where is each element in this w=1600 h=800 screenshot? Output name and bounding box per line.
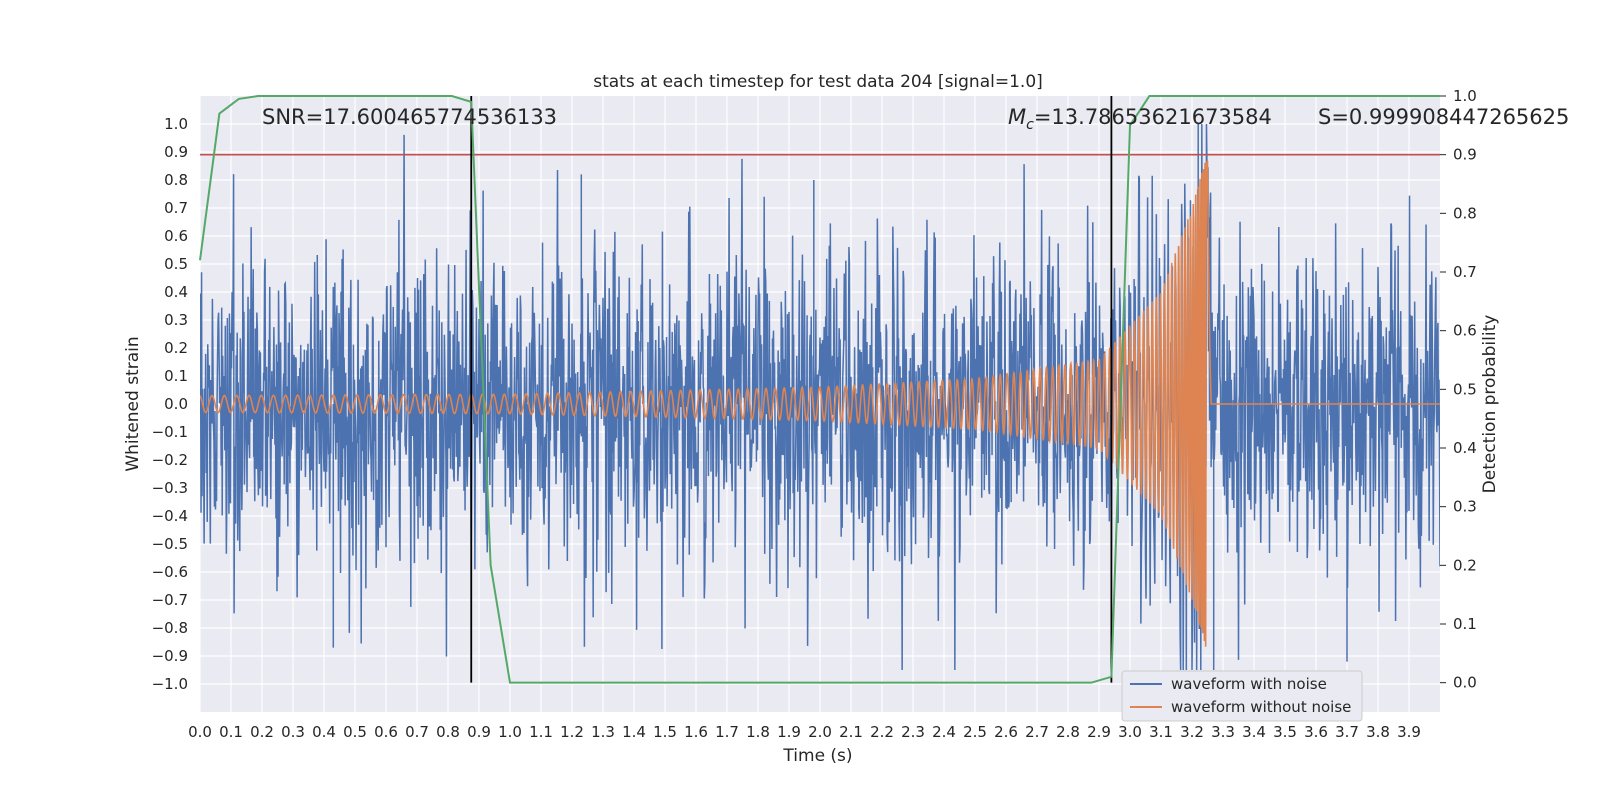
x-tick-label: 0.6 (374, 723, 398, 741)
mc-annotation: Mc=13.78653621673584 (1008, 105, 1272, 133)
x-tick-label: 0.1 (219, 723, 243, 741)
y2-tick-labels: 1.0 0.9 0.8 0.7 0.6 0.5 0.4 0.3 0.2 0.1 0.0 (1440, 87, 1477, 692)
y-tick-label: −0.2 (152, 451, 188, 469)
x-tick-label: 3.5 (1273, 723, 1297, 741)
y-tick-label: 0.6 (164, 227, 188, 245)
noise-trace (200, 123, 1440, 671)
mc-symbol: M (1008, 105, 1026, 129)
y-tick-label: 0.8 (164, 171, 188, 189)
y2-tick-label: 0.5 (1453, 380, 1477, 398)
y-tick-label: −1.0 (152, 675, 188, 693)
s-annotation: S=0.999908447265625 (1318, 105, 1569, 129)
x-tick-label: 2.0 (808, 723, 832, 741)
y-tick-label: −0.4 (152, 507, 188, 525)
x-tick-label: 1.5 (653, 723, 677, 741)
x-tick-label: 2.9 (1087, 723, 1111, 741)
x-tick-label: 1.3 (591, 723, 615, 741)
y2-tick-label: 0.0 (1453, 674, 1477, 692)
x-tick-label: 2.8 (1056, 723, 1080, 741)
x-tick-label: 2.1 (839, 723, 863, 741)
legend: waveform with noise waveform without noi… (1121, 670, 1363, 722)
x-tick-label: 0.4 (312, 723, 336, 741)
y-tick-label: 0.7 (164, 199, 188, 217)
y2-tick-label: 1.0 (1453, 87, 1477, 105)
x-tick-label: 1.4 (622, 723, 646, 741)
x-tick-label: 1.6 (684, 723, 708, 741)
y-tick-labels: 1.0 0.9 0.8 0.7 0.6 0.5 0.4 0.3 0.2 0.1 0.0 −0.1 −0.… (152, 115, 188, 693)
y2-tick-label: 0.2 (1453, 556, 1477, 574)
x-tick-label: 3.6 (1304, 723, 1328, 741)
y2-tick-label: 0.6 (1453, 322, 1477, 340)
x-tick-label: 2.2 (870, 723, 894, 741)
mc-value: =13.78653621673584 (1034, 105, 1272, 129)
vlines (470, 96, 1113, 683)
y-tick-label: −0.9 (152, 647, 188, 665)
x-tick-label: 3.1 (1149, 723, 1173, 741)
x-tick-label: 0.0 (188, 723, 212, 741)
chirp-trace (200, 160, 1440, 647)
series-detection-probability (199, 95, 1440, 684)
x-tick-label: 3.0 (1118, 723, 1142, 741)
snr-annotation: SNR=17.600465774536133 (262, 105, 557, 129)
x-tick-label: 2.7 (1025, 723, 1049, 741)
x-tick-label: 0.5 (343, 723, 367, 741)
y-tick-label: 1.0 (164, 115, 188, 133)
x-tick-label: 1.0 (498, 723, 522, 741)
y-tick-label: 0.3 (164, 311, 188, 329)
x-tick-label: 1.9 (777, 723, 801, 741)
y-tick-label: −0.3 (152, 479, 188, 497)
x-tick-label: 2.3 (901, 723, 925, 741)
series-waveform-without-noise (200, 160, 1440, 647)
x-tick-label: 2.4 (932, 723, 956, 741)
y-tick-label: 0.0 (164, 395, 188, 413)
x-tick-label: 3.9 (1397, 723, 1421, 741)
y2-tick-label: 0.8 (1453, 204, 1477, 222)
x-tick-label: 1.8 (746, 723, 770, 741)
y2-axis-label: Detection probability (1480, 315, 1500, 494)
x-tick-label: 1.7 (715, 723, 739, 741)
x-tick-label: 2.5 (963, 723, 987, 741)
y-tick-label: −0.8 (152, 619, 188, 637)
probability-trace (199, 95, 1440, 684)
x-tick-label: 0.2 (250, 723, 274, 741)
y2-tick-label: 0.1 (1453, 615, 1477, 633)
x-tick-label: 3.8 (1366, 723, 1390, 741)
y-tick-label: −0.7 (152, 591, 188, 609)
y2-tick-label: 0.7 (1453, 263, 1477, 281)
legend-label-clean: waveform without noise (1171, 698, 1351, 716)
x-tick-label: 2.6 (994, 723, 1018, 741)
x-tick-label: 0.9 (467, 723, 491, 741)
y-tick-label: −0.6 (152, 563, 188, 581)
y-tick-label: 0.1 (164, 367, 188, 385)
x-tick-label: 0.3 (281, 723, 305, 741)
legend-label-noise: waveform with noise (1171, 675, 1327, 693)
x-tick-labels: 0.0 0.1 0.2 0.3 0.4 0.5 0.6 0.7 0.8 0.9 1.0 1.1 1.2 1… (188, 723, 1421, 741)
chart-title: stats at each timestep for test data 204… (593, 72, 1043, 92)
x-tick-label: 0.7 (405, 723, 429, 741)
y-axis-label: Whitened strain (123, 336, 143, 471)
x-tick-label: 3.2 (1180, 723, 1204, 741)
series-waveform-with-noise (200, 123, 1440, 671)
x-tick-label: 3.3 (1211, 723, 1235, 741)
y2-tick-label: 0.4 (1453, 439, 1477, 457)
y-tick-label: 0.9 (164, 143, 188, 161)
x-tick-label: 1.1 (529, 723, 553, 741)
y2-tick-label: 0.3 (1453, 498, 1477, 516)
y-tick-label: 0.4 (164, 283, 188, 301)
y-tick-label: 0.5 (164, 255, 188, 273)
x-tick-label: 0.8 (436, 723, 460, 741)
y-tick-label: 0.2 (164, 339, 188, 357)
legend-box (1121, 670, 1363, 722)
x-axis-label: Time (s) (782, 746, 852, 766)
y2-tick-label: 0.9 (1453, 146, 1477, 164)
mc-subscript: c (1026, 117, 1034, 133)
x-tick-label: 1.2 (560, 723, 584, 741)
x-tick-label: 3.7 (1335, 723, 1359, 741)
y-tick-label: −0.1 (152, 423, 188, 441)
y-tick-label: −0.5 (152, 535, 188, 553)
x-tick-label: 3.4 (1242, 723, 1266, 741)
